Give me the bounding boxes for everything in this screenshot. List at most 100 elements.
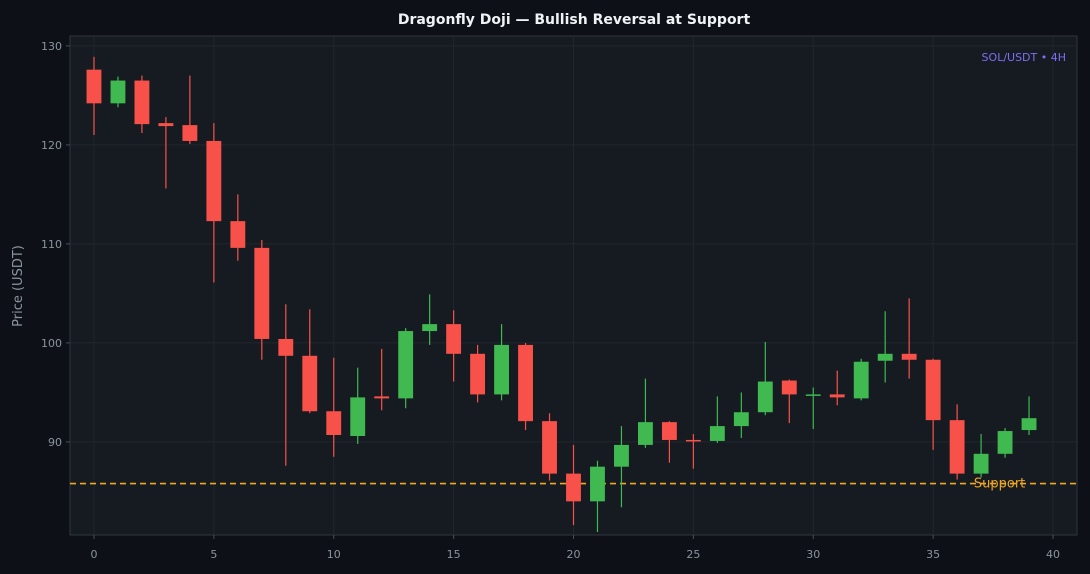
y-tick-label: 100 [41, 337, 62, 350]
candle-body [733, 412, 749, 427]
candle-body [709, 426, 725, 441]
x-tick-label: 25 [686, 548, 700, 561]
candle-body [374, 396, 390, 399]
candle-body [302, 355, 318, 412]
candle-body [542, 421, 557, 474]
candle [637, 378, 653, 448]
x-tick-label: 30 [806, 548, 820, 561]
candle [901, 298, 917, 379]
candle [110, 76, 126, 108]
candle [661, 421, 677, 463]
x-tick-label: 15 [447, 548, 461, 561]
candle [254, 239, 270, 360]
candle-body [350, 397, 366, 436]
x-tick-label: 10 [327, 548, 341, 561]
candle [470, 344, 486, 403]
candles [86, 56, 1037, 533]
candle [997, 428, 1013, 458]
candle-body [518, 344, 533, 422]
candle-body [877, 353, 893, 361]
candle [973, 434, 989, 478]
candle-body [614, 444, 629, 467]
candle [925, 358, 941, 450]
y-axis-label: Price (USDT) [11, 245, 26, 327]
candle-body [805, 394, 821, 396]
candle-body [973, 453, 989, 474]
axis-ticks: 90 100 110 120 130 0 5 10 15 20 25 30 35 40 [41, 40, 1060, 561]
candle-body [158, 123, 174, 127]
candle-body [781, 380, 797, 395]
candle [374, 348, 390, 411]
candle [685, 434, 701, 469]
candle-body [925, 359, 941, 421]
candle [446, 310, 462, 382]
symbol-annotation: SOL/USDT • 4H [982, 51, 1066, 64]
candle-body [829, 394, 845, 398]
x-tick-label: 35 [926, 548, 940, 561]
candle [422, 294, 438, 345]
candle [542, 413, 557, 481]
candle [805, 387, 821, 430]
candle-body [997, 431, 1013, 454]
candle-body [278, 338, 294, 356]
candle-body [949, 420, 965, 474]
candle [566, 444, 581, 526]
candle-body [398, 331, 414, 399]
candle-body [254, 247, 270, 339]
candle [757, 341, 773, 416]
candle [614, 426, 629, 508]
candle-body [470, 353, 486, 395]
candle [350, 367, 366, 444]
candle [134, 75, 150, 134]
candle-body [206, 140, 222, 222]
candle-body [661, 422, 677, 440]
candle [182, 75, 198, 144]
candle [949, 404, 965, 480]
support-label: Support [974, 477, 1025, 492]
y-tick-label: 120 [41, 139, 62, 152]
candle [877, 311, 893, 383]
y-tick-label: 110 [41, 238, 62, 251]
candle-body [422, 324, 438, 332]
candle [781, 379, 797, 424]
candle-body [182, 125, 198, 141]
candle-body [637, 422, 653, 445]
chart-title: Dragonfly Doji — Bullish Reversal at Sup… [398, 12, 751, 28]
candle-body [326, 411, 342, 436]
x-tick-label: 40 [1046, 548, 1060, 561]
candle-body [901, 353, 917, 360]
candle [829, 370, 845, 406]
candle-body [494, 344, 510, 395]
candle [278, 304, 294, 466]
candle-body [566, 473, 581, 502]
candle [494, 324, 510, 401]
candle-body [590, 466, 605, 502]
candle-body [86, 69, 102, 104]
candle [398, 328, 414, 409]
candle [86, 56, 102, 136]
candle [326, 357, 342, 457]
candle [518, 342, 533, 431]
candle [733, 392, 749, 438]
candle [1021, 396, 1037, 436]
candle [590, 460, 605, 533]
candle-body [685, 439, 701, 442]
candle [853, 358, 869, 401]
candle-body [110, 80, 126, 104]
candle [206, 123, 222, 283]
x-tick-label: 0 [90, 548, 97, 561]
candle [302, 309, 318, 414]
candle-body [134, 80, 150, 125]
candle-body [853, 361, 869, 399]
candle-body [446, 324, 462, 354]
y-tick-label: 90 [48, 436, 62, 449]
candle [158, 117, 174, 189]
candle [709, 396, 725, 443]
candle-body [757, 381, 773, 413]
candle-body [1021, 418, 1037, 431]
x-tick-label: 5 [210, 548, 217, 561]
x-tick-label: 20 [567, 548, 581, 561]
candle-body [230, 221, 246, 248]
